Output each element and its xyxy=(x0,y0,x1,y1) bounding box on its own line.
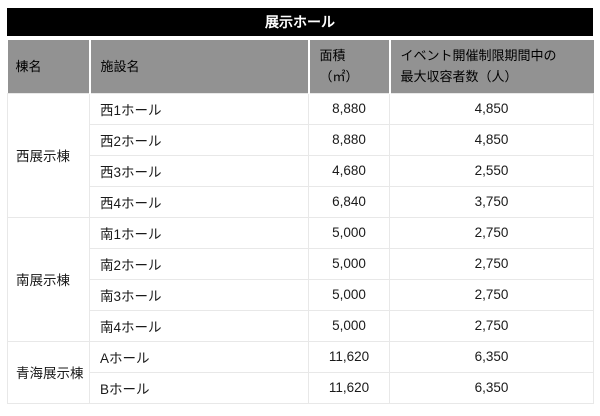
facility-cell: 南3ホール xyxy=(89,278,309,311)
table-title: 展示ホール xyxy=(265,14,335,30)
capacity-cell: 2,550 xyxy=(389,154,594,187)
facility-cell: Aホール xyxy=(89,340,309,373)
facility-cell: Bホール xyxy=(89,371,309,404)
facility-cell: 西4ホール xyxy=(89,185,309,218)
area-cell: 6,840 xyxy=(308,185,390,218)
table-row: 南2ホール 5,000 2,750 xyxy=(8,247,594,280)
area-cell: 4,680 xyxy=(308,154,390,187)
exhibition-hall-table: 棟名 施設名 面積 （㎡） イベント開催制限期間中の 最大収容者数（人） 西展示… xyxy=(7,40,594,404)
area-cell: 5,000 xyxy=(308,309,390,342)
table-row: 南展示棟 南1ホール 5,000 2,750 xyxy=(7,216,594,342)
facility-cell: 西2ホール xyxy=(89,123,309,156)
capacity-cell: 3,750 xyxy=(389,185,594,218)
table-row: 青海展示棟 Aホール 11,620 6,350 xyxy=(7,340,594,404)
capacity-cell: 2,750 xyxy=(389,278,594,311)
area-cell: 5,000 xyxy=(308,247,390,280)
capacity-cell: 2,750 xyxy=(389,216,594,249)
col-header-facility: 施設名 xyxy=(88,40,309,93)
table-row: 南3ホール 5,000 2,750 xyxy=(8,278,594,311)
header-row: 棟名 施設名 面積 （㎡） イベント開催制限期間中の 最大収容者数（人） xyxy=(7,40,594,93)
col-header-capacity-line2: 最大収容者数（人） xyxy=(400,69,518,85)
capacity-cell: 4,850 xyxy=(389,123,594,156)
capacity-cell: 4,850 xyxy=(389,92,594,125)
col-header-area-line1: 面積 xyxy=(319,48,346,64)
col-header-capacity-line1: イベント開催制限期間中の xyxy=(400,48,557,64)
table-row: 西3ホール 4,680 2,550 xyxy=(8,154,594,187)
col-header-area: 面積 （㎡） xyxy=(307,40,390,93)
table-row: 西2ホール 8,880 4,850 xyxy=(8,123,594,156)
building-cell: 青海展示棟 xyxy=(7,340,90,404)
col-header-area-line2: （㎡） xyxy=(319,69,359,85)
area-cell: 5,000 xyxy=(308,278,390,311)
capacity-cell: 2,750 xyxy=(389,309,594,342)
capacity-cell: 2,750 xyxy=(389,247,594,280)
building-cell: 西展示棟 xyxy=(7,92,90,218)
capacity-cell: 6,350 xyxy=(389,340,594,373)
capacity-cell: 6,350 xyxy=(389,371,594,404)
area-cell: 11,620 xyxy=(308,340,390,373)
area-cell: 8,880 xyxy=(308,92,390,125)
facility-cell: 南4ホール xyxy=(89,309,309,342)
area-cell: 8,880 xyxy=(308,123,390,156)
table-row: 西展示棟 西1ホール 8,880 4,850 xyxy=(7,92,594,218)
facility-cell: 南1ホール xyxy=(89,216,309,249)
facility-cell: 南2ホール xyxy=(89,247,309,280)
facility-cell: 西3ホール xyxy=(89,154,309,187)
col-header-building: 棟名 xyxy=(7,40,90,93)
area-cell: 5,000 xyxy=(308,216,390,249)
building-cell: 南展示棟 xyxy=(7,216,90,342)
facility-cell: 西1ホール xyxy=(89,92,309,125)
col-header-capacity: イベント開催制限期間中の 最大収容者数（人） xyxy=(388,40,594,93)
area-cell: 11,620 xyxy=(308,371,390,404)
table-row: 西4ホール 6,840 3,750 xyxy=(8,185,594,218)
table-title-bar: 展示ホール xyxy=(7,8,593,36)
table-row: 南4ホール 5,000 2,750 xyxy=(8,309,594,342)
table-row: Bホール 11,620 6,350 xyxy=(8,371,594,404)
